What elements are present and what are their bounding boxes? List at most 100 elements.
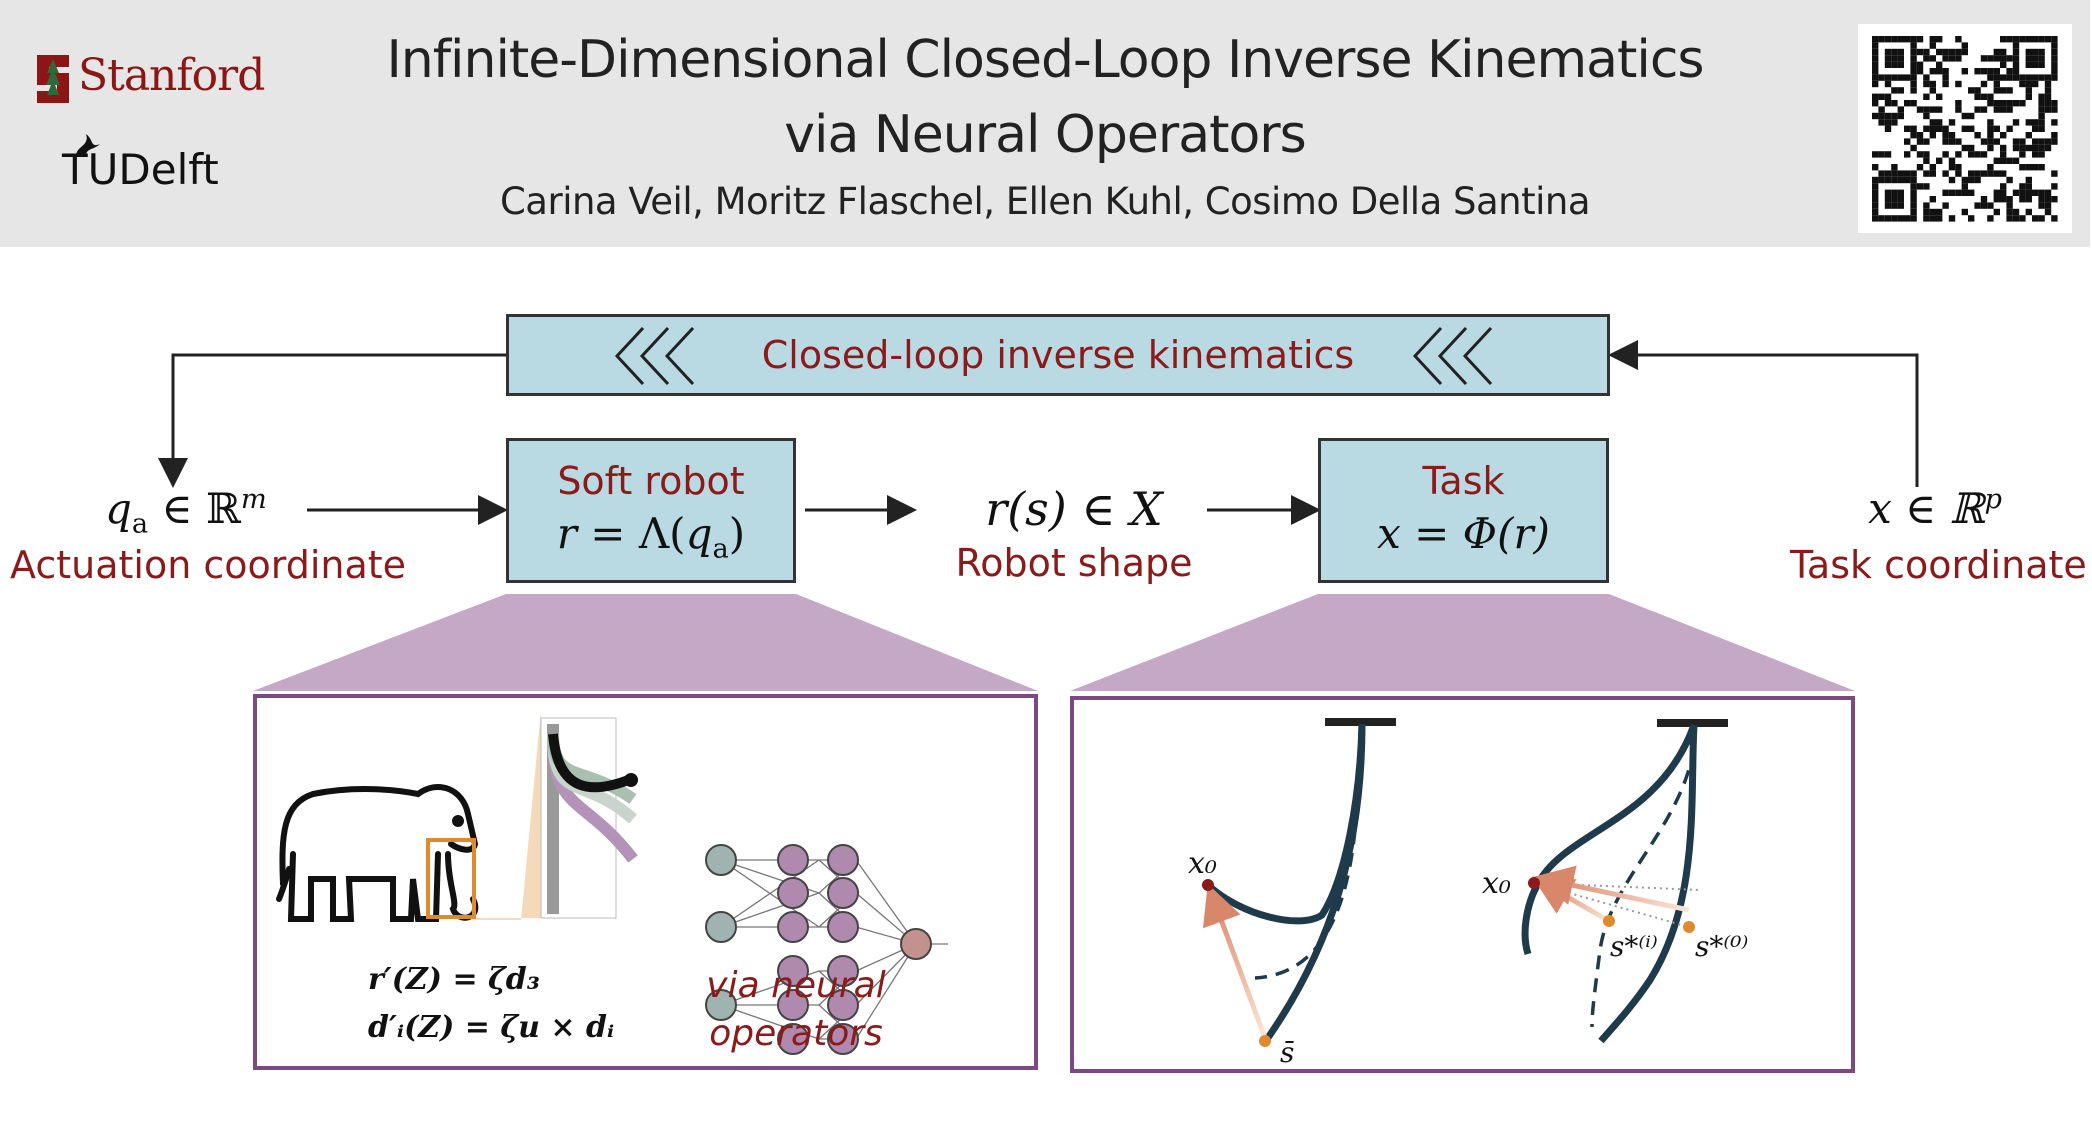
qr-module [1993,87,2000,94]
kinematics-equation-2: d′ᵢ(Z) = ζu × dᵢ [368,1010,615,1045]
qr-module [1904,151,1911,158]
qr-module [1910,68,1917,75]
qr-module [1929,80,1936,88]
chevrons-right-icon [1412,326,1493,386]
qr-module [1897,48,1904,56]
qr-module [2000,106,2007,113]
task-equation: x = Φ(r) [1377,509,1550,558]
qr-module [1942,138,1949,145]
qr-module [2051,138,2058,145]
qr-module [1884,36,1892,43]
qr-module [2038,112,2045,120]
qr-module [1872,164,1879,171]
qr-module [2006,176,2013,184]
qr-module [1923,183,1930,190]
qr-module [1910,55,1917,62]
qr-module [2038,189,2045,196]
qr-module [1891,119,1898,126]
qr-module [1993,157,2000,164]
qr-module [2025,189,2032,196]
qr-module [2006,36,2013,43]
qr-module [1980,106,1988,113]
qr-module [2012,144,2020,152]
tudelft-flame-icon [70,128,106,162]
qr-module [1942,202,1949,209]
qr-module [1916,68,1924,75]
qr-module [2012,119,2020,126]
qr-module [1891,189,1898,196]
qr-module [1872,151,1879,158]
qr-module [1942,80,1949,88]
qr-module [2032,48,2039,56]
eq-mid: = Λ( [576,509,686,558]
qr-module [1884,55,1892,62]
shape-label: Robot shape [955,541,1193,585]
x-sym: x ∈ ℝ [1868,484,1985,533]
neural-operators-note-line1: via neural [706,965,886,1006]
qr-module [1929,106,1936,113]
qr-module [1936,215,1943,222]
qr-module [1884,176,1892,184]
qr-module [1980,93,1988,100]
qr-code[interactable] [1858,24,2072,233]
qr-module [2038,36,2045,43]
left-panel-illustration [276,710,948,1055]
qr-module [1955,80,1962,88]
x-sup: p [1984,484,2002,515]
qr-module [1987,125,1994,132]
qr-module [1993,138,2000,145]
qr-module [2051,36,2058,43]
qr-module [1872,208,1879,216]
qr-module [1884,215,1892,222]
qr-module [1987,93,1994,100]
qr-module [1916,48,1924,56]
qr-module [2025,87,2032,94]
qr-module [1936,93,1943,100]
qr-module [1897,176,1904,184]
qr-module [1897,55,1904,62]
qr-module [1948,132,1956,139]
qr-module [1948,215,1956,222]
qr-module [2025,55,2032,62]
qr-module [1891,112,1898,120]
qr-module [1878,170,1885,177]
eq-sub: a [712,533,729,565]
qr-module [1872,80,1879,88]
qr-module [1872,68,1879,75]
zoom-wedge [475,710,541,920]
qr-module [1980,55,1988,62]
qr-module [1884,196,1892,203]
qr-module [1955,36,1962,43]
qr-module [2000,132,2007,139]
qr-module [1961,112,1968,120]
qr-module [1936,125,1943,132]
qr-module [2051,119,2058,126]
qr-module [1993,196,2000,203]
qr-module [1910,202,1917,209]
qr-module [1884,48,1892,56]
qr-module [2012,68,2020,75]
qr-module [2044,93,2052,100]
qr-module [1936,208,1943,216]
tu-text: TU [62,145,119,194]
qr-module [2044,138,2052,145]
qr-module [1955,164,1962,171]
qr-module [2051,106,2058,113]
qr-module [2051,48,2058,56]
qr-module [1942,48,1949,56]
qr-module [2006,87,2013,94]
qr-module [1878,119,1885,126]
qr-module [2038,125,2045,132]
qr-module [1878,36,1885,43]
qr-module [1910,36,1917,43]
qr-module [1993,208,2000,216]
eq-end: ) [728,509,746,558]
qr-module [1910,87,1917,94]
qr-module [1904,74,1911,81]
qr-module [2032,119,2039,126]
qr-module [2000,74,2007,81]
qr-module [1974,176,1981,184]
qr-module [1968,170,1975,177]
qr-module [1884,100,1892,107]
